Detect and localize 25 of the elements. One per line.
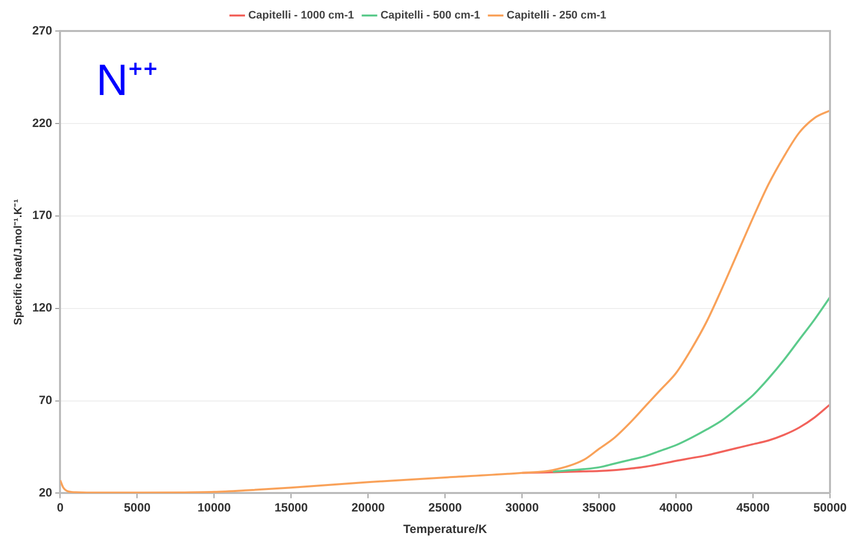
y-tick-label: 270 bbox=[32, 23, 53, 38]
x-tick-label: 25000 bbox=[428, 500, 462, 515]
x-tick-label: 40000 bbox=[659, 500, 694, 515]
legend-label: Capitelli - 1000 cm-1 bbox=[248, 10, 354, 22]
y-tick-label: 20 bbox=[38, 486, 53, 500]
x-tick-label: 20000 bbox=[351, 500, 386, 515]
x-axis-title: Temperature/K bbox=[403, 522, 488, 536]
y-tick-label: 170 bbox=[32, 208, 53, 222]
legend-label: Capitelli - 500 cm-1 bbox=[380, 10, 480, 22]
y-tick-label: 70 bbox=[38, 393, 53, 408]
annotation: N⁺⁺ bbox=[96, 56, 158, 106]
x-tick-label: 10000 bbox=[197, 500, 232, 515]
x-tick-label: 50000 bbox=[813, 500, 848, 515]
line-series bbox=[552, 296, 830, 473]
x-tick-label: 35000 bbox=[582, 500, 616, 515]
y-axis-title: Specific heat/J.mol⁻¹.K⁻¹ bbox=[12, 198, 25, 326]
y-tick-label: 220 bbox=[32, 116, 53, 130]
x-tick-label: 0 bbox=[56, 500, 64, 515]
legend-label: Capitelli - 250 cm-1 bbox=[506, 10, 606, 22]
x-tick-label: 5000 bbox=[124, 500, 151, 515]
x-tick-label: 15000 bbox=[274, 500, 308, 515]
x-tick-label: 45000 bbox=[736, 500, 770, 515]
y-tick-label: 120 bbox=[32, 300, 53, 315]
line-series bbox=[521, 403, 830, 474]
x-tick-label: 30000 bbox=[505, 500, 540, 515]
